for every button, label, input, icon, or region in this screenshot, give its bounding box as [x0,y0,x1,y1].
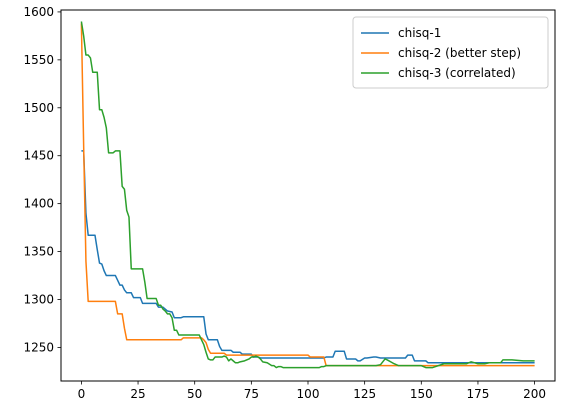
x-tick-label: 75 [244,387,259,401]
x-tick-label: 200 [523,387,546,401]
y-tick-label: 1550 [23,53,54,67]
series-line-3 [80,21,535,369]
legend-box [352,16,549,89]
series-layer [80,21,535,369]
x-tick-label: 125 [353,387,376,401]
y-axis: 1250 1300 1350 1400 1450 1500 1550 1600 [23,5,61,354]
y-tick-label: 1450 [23,149,54,163]
y-tick-label: 1600 [23,5,54,19]
x-tick-label: 150 [410,387,433,401]
y-tick-label: 1500 [23,101,54,115]
legend-label-2: chisq-2 (better step) [398,46,521,60]
x-tick-label: 0 [78,387,86,401]
legend-label-3: chisq-3 (correlated) [398,66,516,80]
y-tick-label: 1350 [23,245,54,259]
x-tick-label: 175 [467,387,490,401]
y-tick-label: 1250 [23,340,54,354]
legend: chisq-1 chisq-2 (better step) chisq-3 (cor… [352,16,549,89]
y-tick-label: 1300 [23,293,54,307]
x-tick-label: 50 [187,387,202,401]
series-line-1 [81,150,535,364]
x-tick-label: 25 [130,387,145,401]
series-line-2 [80,23,535,367]
x-tick-label: 100 [297,387,320,401]
x-axis: 0 25 50 75 100 125 150 175 200 [78,381,546,401]
legend-label-1: chisq-1 [398,26,441,40]
y-tick-label: 1400 [23,197,54,211]
